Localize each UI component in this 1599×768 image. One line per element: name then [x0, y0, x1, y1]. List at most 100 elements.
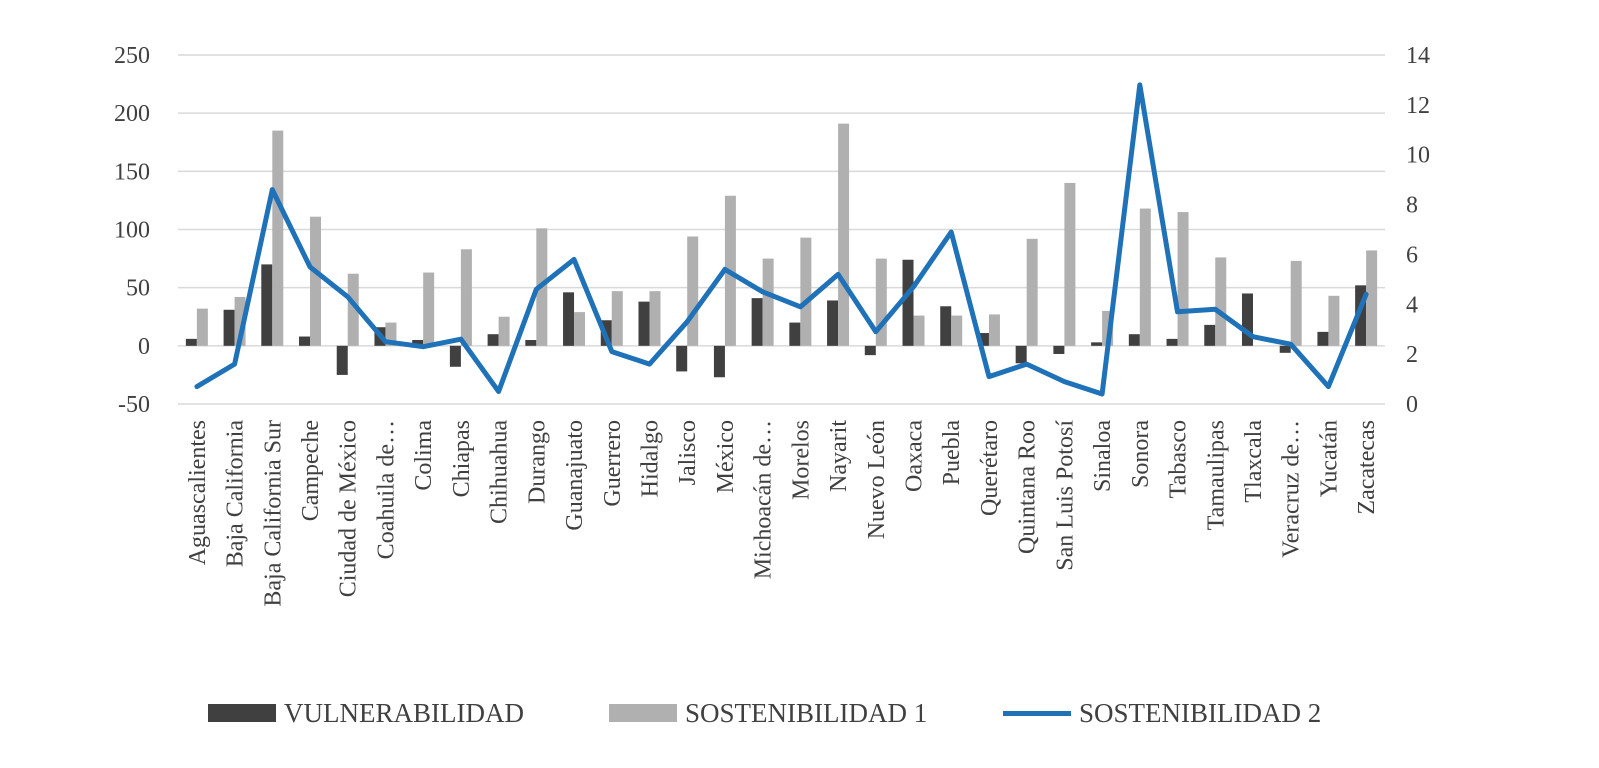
category-label: Hidalgo: [637, 420, 663, 497]
bar-vulnerabilidad: [449, 345, 461, 367]
left-axis-tick-label: 250: [114, 43, 150, 69]
bar-sostenibilidad-1: [460, 249, 472, 346]
bar-series: [185, 123, 1378, 378]
category-label: Michoacán de…: [751, 420, 777, 579]
right-axis-tick-label: 10: [1406, 143, 1430, 169]
bar-sostenibilidad-1: [423, 272, 435, 346]
category-label: Yucatán: [1316, 420, 1342, 497]
category-label: San Luis Potosí: [1052, 420, 1078, 571]
bar-sostenibilidad-1: [498, 316, 510, 346]
left-axis-tick-label: 50: [126, 276, 150, 302]
gridlines: [178, 54, 1385, 405]
bar-vulnerabilidad: [827, 300, 839, 346]
right-axis-tick-label: 12: [1406, 93, 1430, 119]
bar-sostenibilidad-1: [310, 216, 322, 346]
right-axis-tick-label: 6: [1406, 242, 1418, 268]
category-label: Baja California Sur: [260, 420, 286, 607]
legend-swatch-sostenibilidad-2: [1003, 710, 1071, 716]
bar-sostenibilidad-1: [272, 130, 284, 346]
category-label: Sonora: [1128, 420, 1154, 488]
bar-vulnerabilidad: [864, 345, 876, 356]
category-label: Nuevo León: [864, 420, 890, 539]
category-label: Tlaxcala: [1241, 420, 1267, 503]
category-label: Guerrero: [600, 420, 626, 507]
category-label: Sinaloa: [1090, 420, 1116, 492]
legend-item-sostenibilidad-1: SOSTENIBILIDAD 1: [609, 693, 927, 733]
bar-vulnerabilidad: [1128, 334, 1140, 346]
category-label: Jalisco: [675, 420, 701, 485]
category-label: México: [713, 420, 739, 493]
bar-vulnerabilidad: [1053, 345, 1065, 354]
bar-sostenibilidad-1: [1139, 208, 1151, 346]
bar-sostenibilidad-1: [649, 291, 661, 346]
right-axis-tick-label: 0: [1406, 392, 1418, 418]
legend-item-sostenibilidad-2: SOSTENIBILIDAD 2: [1003, 693, 1321, 733]
category-label: Aguascalientes: [185, 420, 211, 565]
bar-sostenibilidad-1: [385, 322, 397, 346]
legend-swatch-vulnerabilidad: [208, 704, 276, 722]
category-label: Nayarit: [826, 420, 852, 492]
bar-sostenibilidad-1: [762, 258, 774, 346]
bar-sostenibilidad-1: [800, 237, 812, 346]
legend: VULNERABILIDAD SOSTENIBILIDAD 1 SOSTENIB…: [0, 693, 1599, 733]
bar-sostenibilidad-1: [1064, 182, 1076, 346]
bar-sostenibilidad-1: [347, 273, 359, 346]
right-axis-tick-label: 8: [1406, 193, 1418, 219]
category-label: Guanajuato: [562, 420, 588, 531]
bar-vulnerabilidad: [563, 292, 575, 346]
category-label: Campeche: [298, 420, 324, 521]
right-axis-ticks: 0 2 4 6 8 10 12 14: [1406, 43, 1430, 418]
right-axis-tick-label: 2: [1406, 342, 1418, 368]
category-label: Coahuila de…: [373, 420, 399, 559]
category-label: Ciudad de México: [336, 420, 362, 597]
legend-label-sostenibilidad-2: SOSTENIBILIDAD 2: [1079, 697, 1322, 728]
category-labels: Aguascalientes Baja California Baja Califo…: [185, 420, 1380, 607]
bar-vulnerabilidad: [1241, 293, 1253, 346]
bar-sostenibilidad-1: [913, 315, 925, 346]
legend-item-vulnerabilidad: VULNERABILIDAD: [208, 693, 524, 733]
bar-vulnerabilidad: [299, 336, 311, 346]
bar-sostenibilidad-1: [1290, 260, 1302, 346]
category-label: Quintana Roo: [1015, 420, 1041, 554]
line-sostenibilidad-2: [194, 82, 1369, 397]
bar-vulnerabilidad: [1091, 342, 1103, 346]
bar-vulnerabilidad: [1355, 285, 1367, 346]
bar-vulnerabilidad: [223, 309, 235, 346]
bar-vulnerabilidad: [1166, 338, 1178, 346]
category-label: Querétaro: [977, 420, 1003, 516]
left-axis-tick-label: 200: [114, 101, 150, 127]
left-axis-ticks: -50 0 50 100 150 200 250: [114, 43, 150, 418]
right-axis-tick-label: 14: [1406, 43, 1430, 69]
bar-vulnerabilidad: [713, 345, 725, 378]
bar-sostenibilidad-1: [838, 123, 850, 346]
category-label: Zacatecas: [1354, 420, 1380, 515]
category-label: Chiapas: [449, 420, 475, 497]
bar-vulnerabilidad: [1015, 345, 1027, 364]
category-label: Oaxaca: [902, 420, 928, 492]
category-label: Veracruz de…: [1279, 420, 1305, 558]
bar-vulnerabilidad: [1204, 324, 1216, 346]
bar-vulnerabilidad: [185, 338, 197, 346]
bar-sostenibilidad-1: [988, 314, 1000, 346]
bar-vulnerabilidad: [940, 306, 952, 346]
bar-sostenibilidad-1: [1215, 257, 1227, 346]
left-axis-tick-label: 0: [138, 334, 150, 360]
bar-sostenibilidad-1: [1328, 295, 1340, 346]
left-axis-tick-label: 100: [114, 218, 150, 244]
bar-vulnerabilidad: [977, 333, 989, 346]
bar-sostenibilidad-1: [1366, 250, 1378, 346]
bar-vulnerabilidad: [751, 298, 763, 346]
category-label: Puebla: [939, 420, 965, 486]
category-label: Durango: [524, 420, 550, 504]
bar-vulnerabilidad: [487, 334, 499, 346]
bar-vulnerabilidad: [412, 340, 424, 346]
legend-label-sostenibilidad-1: SOSTENIBILIDAD 1: [685, 697, 928, 728]
bar-sostenibilidad-1: [574, 312, 586, 346]
bar-sostenibilidad-1: [611, 291, 623, 346]
category-label: Colima: [411, 420, 437, 491]
bar-sostenibilidad-1: [951, 315, 963, 346]
left-axis-tick-label: -50: [118, 392, 150, 418]
bar-vulnerabilidad: [789, 322, 801, 346]
bar-sostenibilidad-1: [196, 308, 208, 346]
bar-sostenibilidad-1: [234, 296, 246, 346]
